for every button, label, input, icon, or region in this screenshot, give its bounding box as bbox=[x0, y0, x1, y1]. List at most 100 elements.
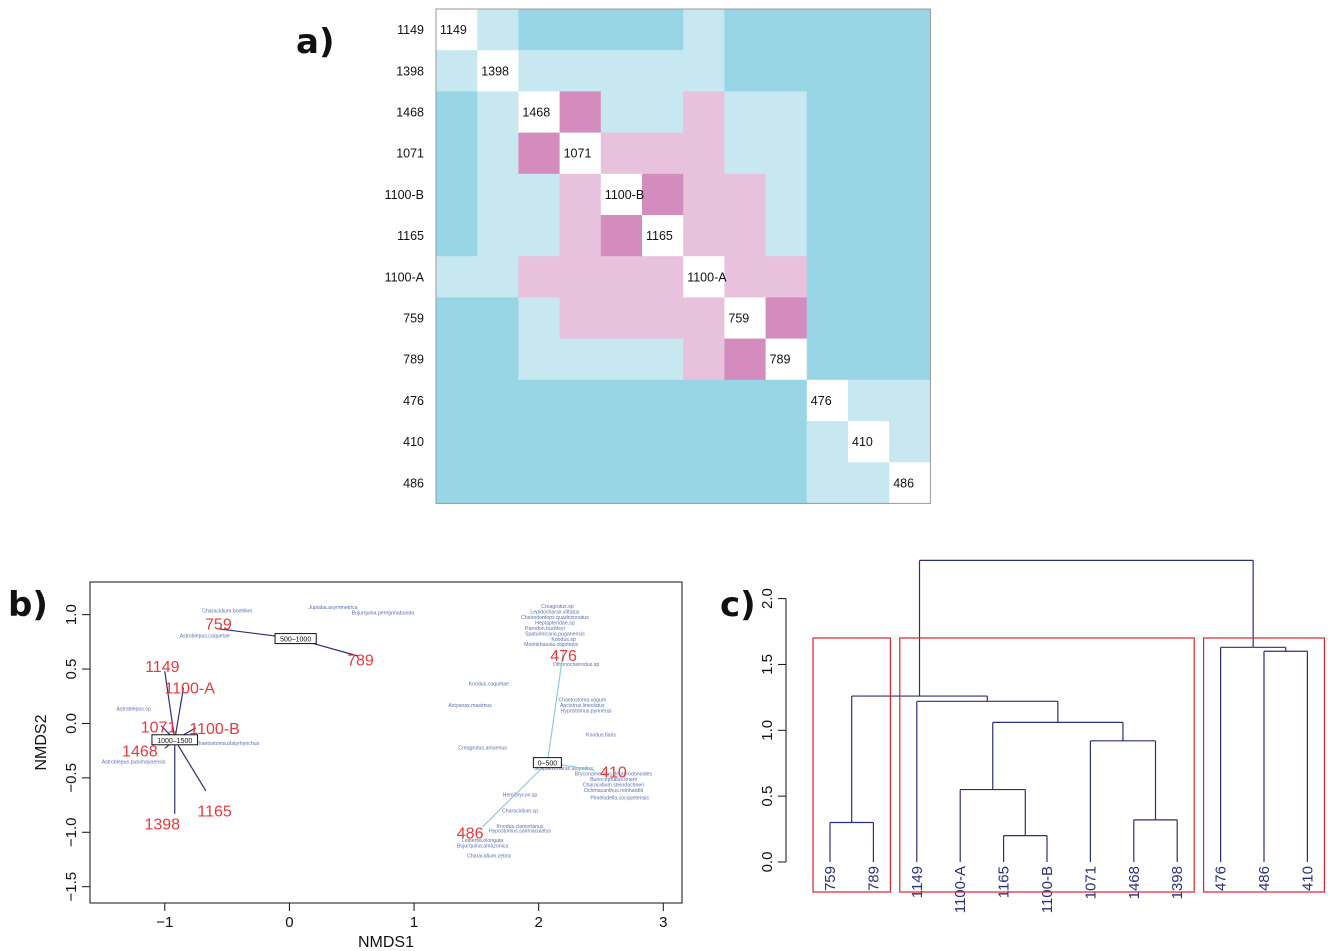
nmds-group-centroid bbox=[274, 633, 317, 645]
heatmap-panel: 1149 1149 1398 1398 1468 1468 1071 1071 1100-B 11… bbox=[385, 8, 931, 504]
heatmap-cell bbox=[436, 173, 478, 216]
nmds-x-tick-label: −1 bbox=[156, 914, 173, 931]
heatmap-cell bbox=[559, 215, 602, 257]
nmds-plot-frame bbox=[89, 581, 683, 904]
heatmap-cell bbox=[765, 297, 808, 340]
heatmap-diagonal-label: 1149 bbox=[440, 23, 467, 37]
species-label: Ochmacanthus.reinhardtii bbox=[584, 788, 643, 794]
heatmap-cell bbox=[806, 421, 849, 463]
nmds-site-label: 476 bbox=[550, 648, 577, 665]
nmds-group-label: 500–1000 bbox=[280, 637, 311, 644]
heatmap-diagonal-label: 486 bbox=[893, 476, 914, 490]
heatmap-cell bbox=[518, 462, 561, 504]
heatmap-cell bbox=[559, 91, 602, 134]
nmds-y-tick-label: −1.0 bbox=[63, 817, 80, 847]
heatmap-cell bbox=[683, 256, 725, 298]
heatmap-diagonal-label: 410 bbox=[852, 435, 873, 449]
heatmap-cell bbox=[848, 256, 890, 298]
species-label: Moenkhausia.oligolepis bbox=[524, 642, 578, 648]
heatmap-cell bbox=[724, 338, 767, 381]
species-label: Creagrutus.sp bbox=[541, 604, 574, 610]
heatmap-cell bbox=[477, 421, 519, 463]
heatmap-cell bbox=[518, 50, 561, 92]
nmds-site-label: 1165 bbox=[197, 804, 232, 821]
dendro-leaf-label: 1100-B bbox=[1039, 866, 1056, 913]
nmds-y-tick-label: 0.0 bbox=[63, 713, 80, 734]
heatmap-cell bbox=[765, 50, 808, 92]
heatmap-cell bbox=[683, 50, 725, 92]
heatmap-cell bbox=[806, 9, 849, 51]
heatmap-row-label: 789 bbox=[403, 353, 424, 367]
heatmap-cell bbox=[806, 462, 849, 504]
nmds-site-label: 1071 bbox=[141, 720, 177, 737]
heatmap-cell bbox=[765, 173, 808, 216]
heatmap-cell bbox=[477, 215, 519, 257]
heatmap-diagonal-label: 789 bbox=[770, 353, 791, 367]
heatmap-cell bbox=[724, 421, 767, 463]
heatmap-cell bbox=[724, 215, 767, 257]
nmds-site-label: 789 bbox=[347, 652, 374, 669]
heatmap-cell bbox=[559, 379, 602, 422]
dendro-y-tick-label: 1.5 bbox=[759, 654, 776, 675]
species-label: Parodon.buckleyi bbox=[525, 626, 565, 632]
species-label: Creagrutus.amoenus bbox=[458, 746, 507, 752]
heatmap-cell bbox=[518, 132, 561, 175]
species-label: Characidium.steindachneri bbox=[583, 783, 644, 789]
heatmap-row-label: 476 bbox=[403, 394, 424, 408]
dendro-leaf-label: 1100-A bbox=[952, 866, 969, 913]
heatmap-cell bbox=[600, 338, 643, 381]
nmds-x-tick-label: 0 bbox=[285, 914, 293, 931]
nmds-site-label: 1100-B bbox=[189, 721, 239, 738]
dendro-y-tick-label: 1.0 bbox=[759, 720, 776, 741]
species-label: Characidium.zebra bbox=[467, 853, 511, 859]
dendro-y-tick-label: 0.0 bbox=[759, 852, 776, 873]
heatmap-cell bbox=[477, 379, 519, 422]
heatmap-row-label: 1100-A bbox=[385, 270, 425, 284]
heatmap-diagonal-label: 476 bbox=[811, 394, 832, 408]
heatmap-cell bbox=[477, 462, 519, 504]
heatmap-cell bbox=[683, 132, 725, 175]
heatmap-cell bbox=[848, 421, 890, 463]
heatmap-cell bbox=[683, 173, 725, 216]
nmds-y-tick-label: 1.0 bbox=[63, 604, 80, 625]
heatmap-cell bbox=[806, 50, 849, 92]
nmds-site-label: 1149 bbox=[145, 659, 180, 676]
species-label: Bujurquina.amazonica bbox=[457, 844, 508, 850]
heatmap-cell bbox=[889, 91, 931, 134]
nmds-y-tick-label: 0.5 bbox=[63, 659, 80, 680]
heatmap-cell bbox=[477, 173, 519, 216]
heatmap-cell bbox=[806, 215, 849, 257]
heatmap-cell bbox=[806, 256, 849, 298]
species-label: Knodus.sp bbox=[551, 637, 576, 643]
dendro-leaf-label: 1468 bbox=[1126, 866, 1143, 899]
heatmap-cell bbox=[518, 256, 561, 298]
heatmap-cell bbox=[559, 338, 602, 381]
heatmap-cell bbox=[889, 132, 931, 175]
heatmap-cell bbox=[806, 379, 849, 422]
heatmap-cell bbox=[477, 91, 519, 134]
heatmap-row-label: 1398 bbox=[396, 64, 424, 78]
panel-label-c: c) bbox=[720, 585, 756, 625]
heatmap-cell bbox=[724, 379, 767, 422]
heatmap-row-label: 1100-B bbox=[385, 188, 424, 202]
heatmap-cell bbox=[600, 173, 643, 216]
heatmap-cell bbox=[518, 91, 561, 134]
dendro-leaf-label: 759 bbox=[822, 866, 839, 891]
heatmap-cell bbox=[806, 297, 849, 340]
heatmap-cell bbox=[436, 256, 478, 298]
heatmap-cell bbox=[436, 421, 478, 463]
nmds-x-tick-label: 1 bbox=[410, 914, 418, 931]
heatmap-cell bbox=[889, 173, 931, 216]
heatmap-cell bbox=[518, 379, 561, 422]
heatmap-diagonal-label: 1398 bbox=[481, 64, 509, 78]
heatmap-cell bbox=[724, 173, 767, 216]
heatmap-cell bbox=[477, 132, 519, 175]
heatmap-cell bbox=[436, 338, 478, 381]
heatmap-cell bbox=[600, 9, 643, 51]
heatmap-cell bbox=[683, 379, 725, 422]
heatmap-cell bbox=[518, 338, 561, 381]
heatmap-cell bbox=[477, 9, 519, 51]
nmds-spider-segment bbox=[546, 649, 565, 763]
dendro-cluster-box bbox=[812, 637, 892, 893]
